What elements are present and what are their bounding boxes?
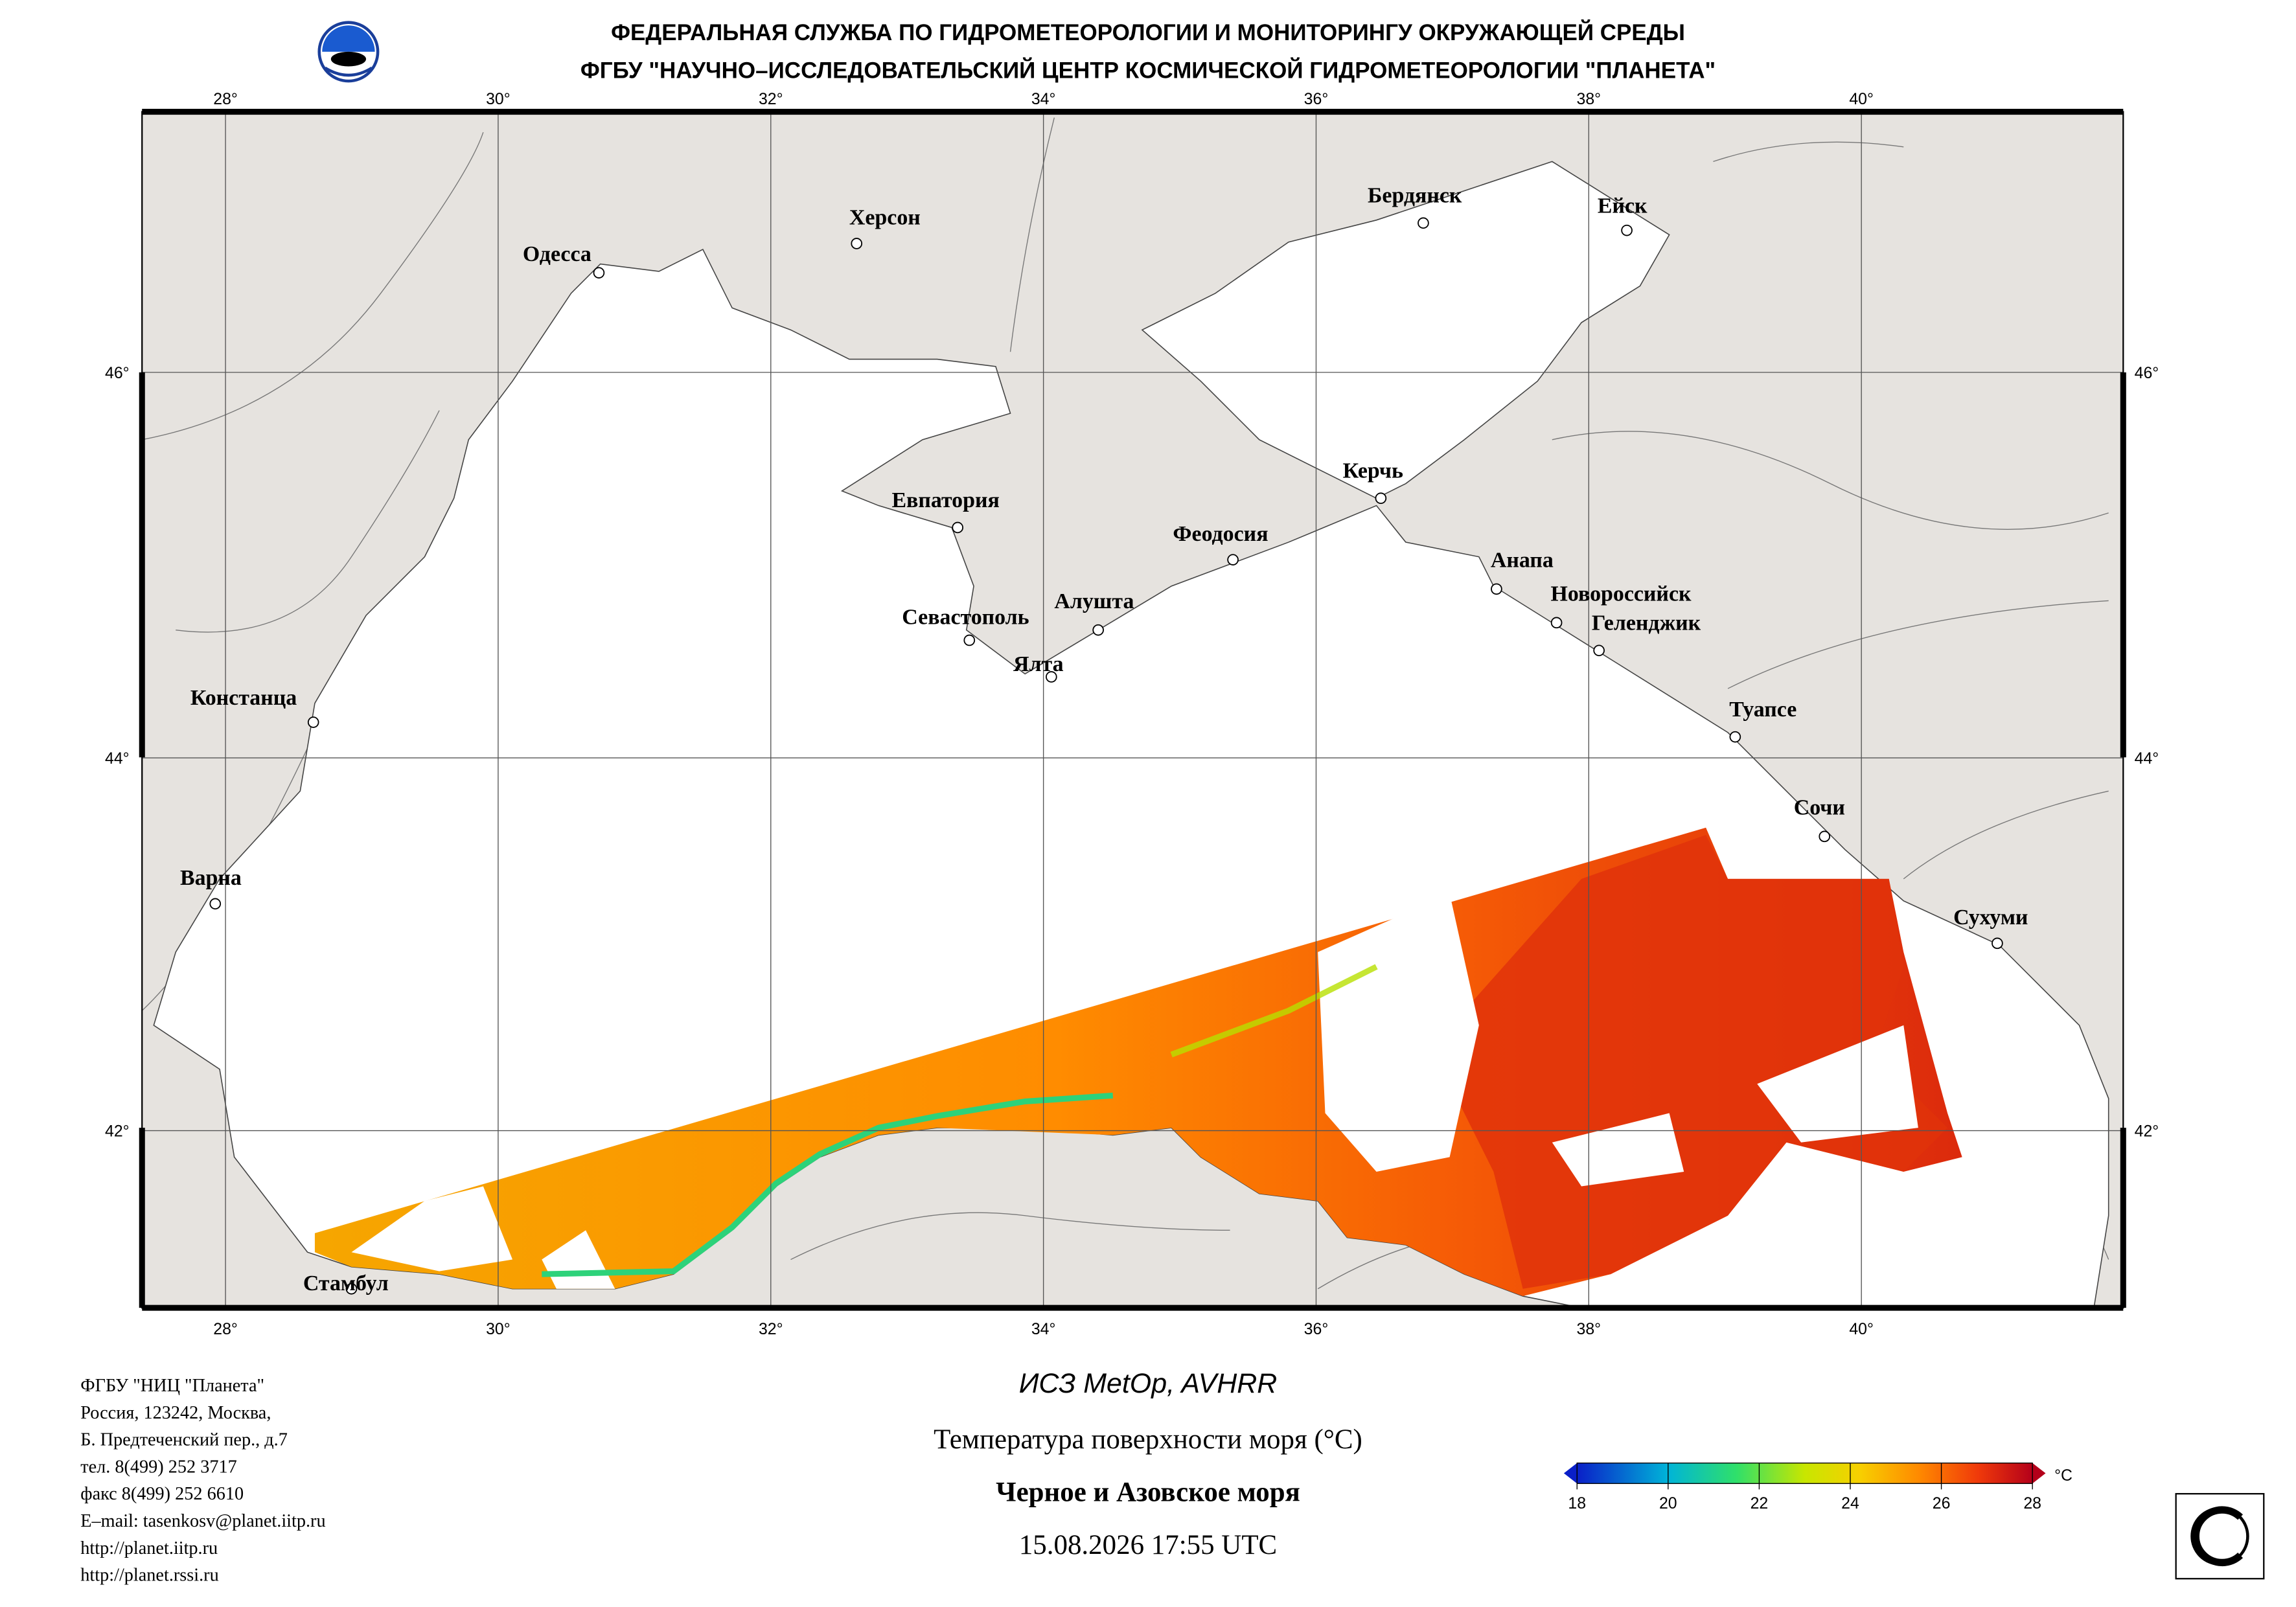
lon-label: 34°	[1031, 90, 1056, 108]
city-label: Керчь	[1343, 459, 1403, 483]
city-label: Анапа	[1491, 548, 1554, 572]
lon-label: 34°	[1031, 1320, 1056, 1338]
coastal-cool-band	[1170, 964, 1378, 1058]
city-label: Евпатория	[891, 488, 999, 512]
lon-label: 28°	[213, 1320, 238, 1338]
lon-label: 36°	[1304, 90, 1329, 108]
lat-label: 42°	[2135, 1123, 2159, 1141]
city-dots	[209, 217, 2003, 1295]
contact-line: Россия, 123242, Москва,	[80, 1403, 271, 1423]
city-label: Новороссийск	[1551, 582, 1692, 606]
city-label: Туапсе	[1729, 698, 1797, 722]
iso-badge	[2175, 1493, 2265, 1580]
lat-label: 44°	[2135, 749, 2159, 768]
lon-label: 30°	[486, 1320, 511, 1338]
colorbar-label: 22	[1751, 1494, 1769, 1512]
lon-label: 40°	[1849, 1320, 1874, 1338]
lon-label: 32°	[759, 1320, 783, 1338]
city-label: Бердянск	[1368, 184, 1462, 208]
colorbar-unit: °C	[2054, 1466, 2072, 1485]
header-line: ФГБУ "НАУЧНО–ИССЛЕДОВАТЕЛЬСКИЙ ЦЕНТР КОС…	[580, 58, 1716, 84]
city-label: Сухуми	[1953, 906, 2028, 929]
graticule	[142, 111, 2124, 1308]
colorbar-label: 20	[1659, 1494, 1677, 1512]
contact-line: Б. Предтеченский пер., д.7	[80, 1430, 288, 1450]
colorbar-label: 28	[2023, 1494, 2041, 1512]
contact-line: тел. 8(499) 252 3717	[80, 1457, 236, 1477]
colorbar-label: 26	[1933, 1494, 1951, 1512]
lon-label: 32°	[759, 90, 783, 108]
city-label: Ялта	[1013, 652, 1064, 676]
colorbar-label: 24	[1841, 1494, 1859, 1512]
colorbar: 18 20 22 24 26 28 °C	[1563, 1463, 2072, 1512]
contact-line: http://planet.iitp.ru	[80, 1538, 218, 1558]
graticule-labels: 28° 28° 30° 30° 32° 32° 34° 34° 36° 36° 38° 38° 40° 4…	[105, 90, 2159, 1338]
contact-line: http://planet.rssi.ru	[80, 1566, 218, 1586]
city-label: Стамбул	[303, 1271, 389, 1295]
contact-line: ФГБУ "НИЦ "Планета"	[80, 1376, 264, 1396]
city-label: Херсон	[849, 206, 921, 230]
parameter: Температура поверхности моря (°C)	[934, 1424, 1362, 1455]
coastal-cool-band	[542, 1092, 1114, 1277]
header-line: ФЕДЕРАЛЬНАЯ СЛУЖБА ПО ГИДРОМЕТЕОРОЛОГИИ …	[611, 19, 1685, 45]
lon-label: 38°	[1577, 1320, 1601, 1338]
city-label: Геленджик	[1592, 611, 1701, 635]
lon-label: 30°	[486, 90, 511, 108]
lon-label: 28°	[213, 90, 238, 108]
lat-label: 46°	[2135, 364, 2159, 382]
city-label: Сочи	[1794, 795, 1845, 819]
contact-line: E–mail: tasenkosv@planet.iitp.ru	[80, 1511, 325, 1531]
city-label: Севастополь	[902, 606, 1029, 630]
colorbar-label: 18	[1568, 1494, 1586, 1512]
city-label: Констанца	[190, 686, 297, 710]
city-label: Феодосия	[1173, 522, 1268, 546]
lon-label: 36°	[1304, 1320, 1329, 1338]
lat-label: 42°	[105, 1123, 130, 1141]
lat-label: 46°	[105, 364, 130, 382]
satellite: ИСЗ MetOp, AVHRR	[1019, 1368, 1278, 1399]
contacts: ФГБУ "НИЦ "Планета" Россия, 123242, Москв…	[80, 1376, 325, 1586]
region: Черное и Азовское моря	[996, 1477, 1300, 1507]
contact-line: факс 8(499) 252 6610	[80, 1484, 244, 1504]
city-label: Алушта	[1054, 589, 1134, 613]
city-label: Ейск	[1598, 194, 1647, 218]
city-label: Одесса	[523, 242, 591, 266]
lat-label: 44°	[105, 749, 130, 768]
lon-label: 38°	[1577, 90, 1601, 108]
logo	[317, 21, 380, 83]
map	[142, 111, 2124, 1308]
datetime: 15.08.2026 17:55 UTC	[1019, 1530, 1277, 1560]
city-label: Варна	[180, 866, 242, 890]
lon-label: 40°	[1849, 90, 1874, 108]
